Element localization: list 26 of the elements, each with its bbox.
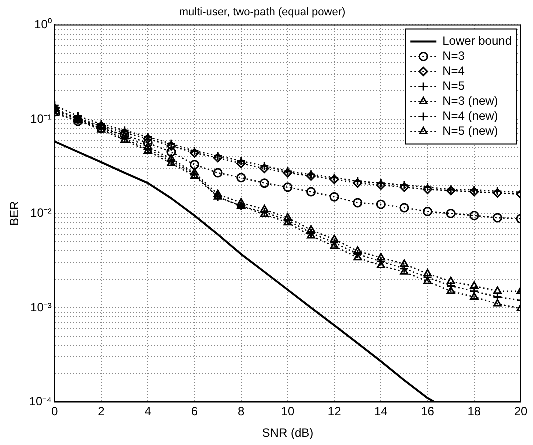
- x-tick-label: 0: [52, 404, 59, 419]
- y-tick-label: 10⁻⁴: [29, 394, 52, 409]
- legend-label: N=5 (new): [442, 124, 498, 138]
- y-tick-label: 10⁰: [34, 18, 52, 32]
- y-axis-title: BER: [8, 201, 22, 226]
- y-tick-label: 10⁻³: [30, 300, 52, 314]
- legend-label: N=4: [442, 64, 466, 78]
- x-tick-label: 4: [144, 404, 152, 419]
- x-tick-label: 20: [514, 404, 528, 419]
- x-tick-label: 10: [281, 404, 295, 419]
- legend-label: N=4 (new): [442, 109, 498, 124]
- x-tick-label: 16: [421, 404, 435, 419]
- legend-label: N=5: [442, 79, 466, 94]
- y-tick-label: 10⁻¹: [30, 112, 52, 126]
- legend-label: N=3: [442, 49, 466, 64]
- x-tick-label: 6: [191, 404, 198, 419]
- x-tick-label: 18: [468, 404, 482, 419]
- x-tick-label: 8: [238, 404, 245, 419]
- x-tick-label: 14: [374, 404, 388, 419]
- x-axis-title: SNR (dB): [262, 426, 314, 440]
- y-tick-label: 10⁻²: [30, 206, 52, 220]
- chart-title: multi-user, two-path (equal power): [179, 6, 346, 19]
- legend-label: Lower bound: [442, 34, 512, 48]
- x-tick-label: 2: [98, 404, 106, 419]
- legend-label: N=3 (new): [442, 94, 498, 108]
- x-tick-label: 12: [328, 404, 342, 419]
